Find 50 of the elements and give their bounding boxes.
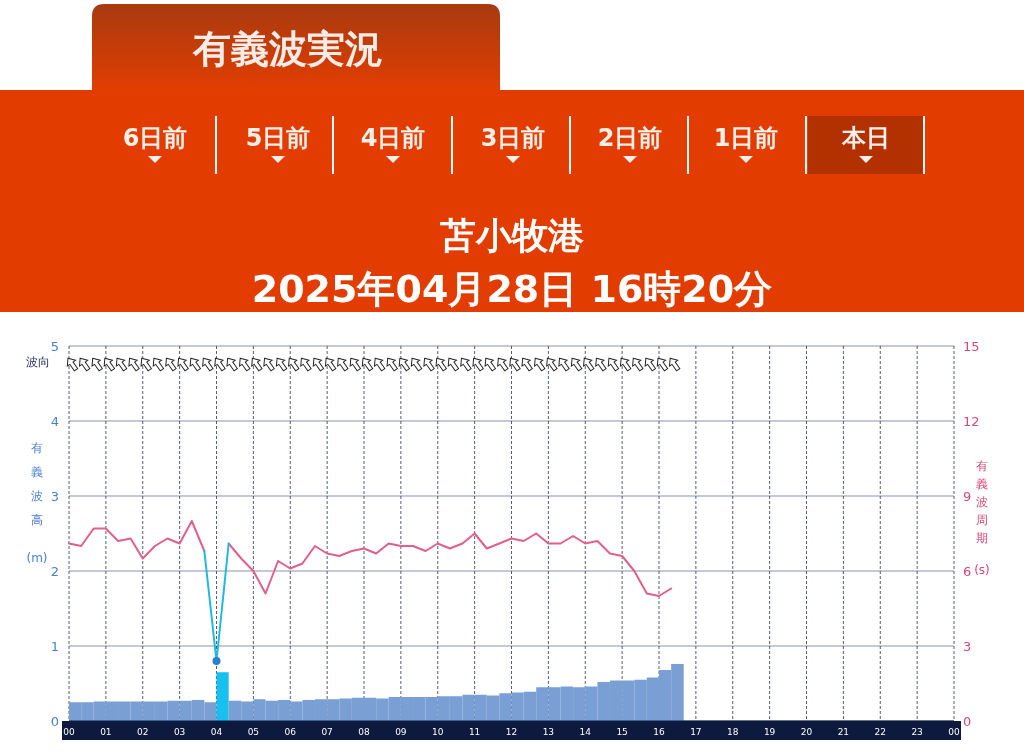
x-tick-label: 15 bbox=[616, 727, 628, 737]
x-tick-label: 03 bbox=[173, 727, 186, 737]
text: 3日前 bbox=[480, 124, 546, 152]
x-tick-label: 00 bbox=[948, 727, 960, 737]
x-tick-label: 06 bbox=[284, 727, 297, 737]
y-tick-label: 4 bbox=[50, 414, 59, 429]
text: 4日前 bbox=[360, 124, 426, 152]
text: 有義波周期(s) bbox=[974, 459, 990, 577]
chart-title: 苫小牧港 bbox=[439, 215, 584, 256]
chart-subtitle: 2025年04月28日 16時20分 bbox=[251, 267, 773, 311]
x-tick-label: 17 bbox=[690, 727, 702, 737]
y-tick-label: 1 bbox=[50, 639, 59, 654]
x-tick-label: 04 bbox=[210, 727, 223, 737]
x-tick-label: 21 bbox=[837, 727, 850, 737]
y2-tick-label: 15 bbox=[963, 339, 980, 354]
x-tick-label: 07 bbox=[321, 727, 333, 737]
x-tick-label: 09 bbox=[395, 727, 407, 737]
x-tick-label: 20 bbox=[800, 727, 813, 737]
x-tick-label: 14 bbox=[579, 727, 592, 737]
x-tick-label: 08 bbox=[358, 727, 370, 737]
x-tick-label: 22 bbox=[874, 727, 886, 737]
x-tick-label: 02 bbox=[137, 727, 149, 737]
y2-tick-label: 3 bbox=[963, 639, 972, 654]
y2-tick-label: 0 bbox=[963, 714, 972, 729]
text: 5日前 bbox=[245, 124, 311, 152]
text: 1日前 bbox=[713, 124, 779, 152]
y-tick-label: 0 bbox=[50, 714, 59, 729]
text: 有義波実況 bbox=[192, 27, 383, 71]
y-tick-label: 5 bbox=[50, 339, 59, 354]
x-tick-label: 23 bbox=[911, 727, 923, 737]
y-tick-label: 3 bbox=[50, 489, 59, 504]
text: 6日前 bbox=[122, 124, 188, 152]
x-tick-label: 01 bbox=[100, 727, 112, 737]
x-tick-label: 05 bbox=[247, 727, 260, 737]
text: 2日前 bbox=[597, 124, 663, 152]
x-tick-label: 10 bbox=[432, 727, 444, 737]
text: 有義波高(m) bbox=[26, 441, 48, 565]
x-tick-label: 16 bbox=[653, 727, 665, 737]
text: 波向 bbox=[26, 355, 50, 369]
y-tick-label: 2 bbox=[50, 564, 59, 579]
x-tick-label: 18 bbox=[727, 727, 739, 737]
text: 本日 bbox=[841, 124, 890, 152]
x-tick-label: 12 bbox=[505, 727, 518, 737]
y2-tick-label: 12 bbox=[963, 414, 980, 429]
x-tick-label: 11 bbox=[468, 727, 481, 737]
x-tick-label: 19 bbox=[763, 727, 776, 737]
y2-tick-label: 6 bbox=[963, 564, 972, 579]
y2-tick-label: 9 bbox=[963, 489, 972, 504]
x-tick-label: 13 bbox=[542, 727, 555, 737]
x-tick-label: 00 bbox=[63, 727, 75, 737]
